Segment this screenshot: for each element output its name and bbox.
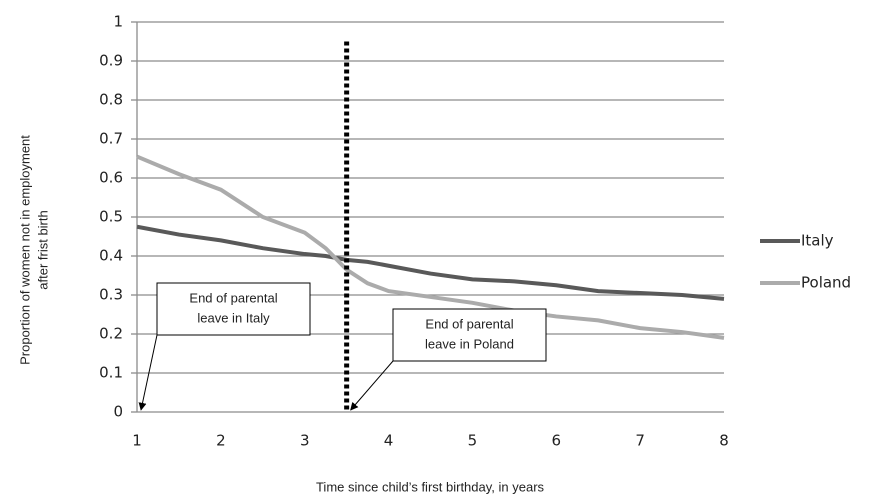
annotation-text: End of parental <box>425 316 513 331</box>
x-axis-title: Time since child’s first birthday, in ye… <box>316 479 545 494</box>
y-tick-label: 0.6 <box>99 169 123 187</box>
annotation-text: leave in Italy <box>197 310 270 325</box>
y-tick-label: 0.1 <box>99 364 123 382</box>
y-tick-label: 0 <box>113 403 123 421</box>
x-tick-label: 2 <box>216 432 226 450</box>
annotation-text: End of parental <box>189 290 277 305</box>
y-tick-label: 0.9 <box>99 52 123 70</box>
annotation-arrow <box>138 334 158 411</box>
annotation-box <box>156 282 311 336</box>
x-tick-label: 8 <box>719 432 729 450</box>
y-tick-label: 0.8 <box>99 91 123 109</box>
series-line <box>136 154 725 340</box>
y-label-line: after frist birth <box>35 210 50 289</box>
x-tick-label: 7 <box>635 432 645 450</box>
annotation-box <box>392 308 547 362</box>
y-tick-label: 0.4 <box>99 247 123 265</box>
y-tick-label: 0.5 <box>99 208 123 226</box>
y-tick-label: 0.7 <box>99 130 123 148</box>
series-line <box>136 224 725 301</box>
annotation-text: leave in Poland <box>425 336 514 351</box>
y-label-line: Proportion of women not in employment <box>17 135 32 365</box>
legend-label: Italy <box>801 232 834 250</box>
x-tick-label: 5 <box>468 432 478 450</box>
x-tick-label: 1 <box>132 432 142 450</box>
y-tick-label: 1 <box>113 13 123 31</box>
legend-label: Poland <box>801 274 851 292</box>
x-tick-label: 4 <box>384 432 394 450</box>
y-tick-label: 0.3 <box>99 286 123 304</box>
y-axis-title: Proportion of women not in employment af… <box>17 135 50 365</box>
y-tick-label: 0.2 <box>99 325 123 343</box>
x-tick-label: 6 <box>552 432 562 450</box>
annotation-arrow <box>350 360 394 411</box>
x-tick-label: 3 <box>300 432 310 450</box>
